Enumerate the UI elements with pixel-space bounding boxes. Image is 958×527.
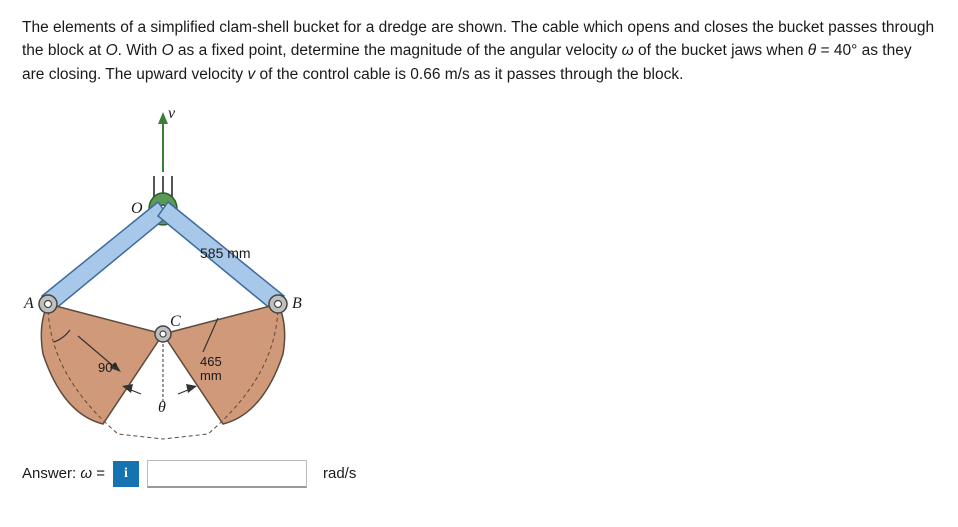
var-theta: θ: [808, 42, 816, 59]
label-465: 465: [200, 354, 222, 369]
unit-label: rad/s: [323, 465, 356, 482]
content-area: v O A: [22, 94, 936, 488]
arm-OA: [42, 202, 168, 310]
label-90: 90°: [98, 360, 118, 375]
label-O: O: [131, 200, 143, 217]
text-2b: . With: [118, 42, 162, 59]
label-585: 585 mm: [200, 245, 251, 261]
label-theta: θ: [158, 399, 166, 416]
text-2a: the block at: [22, 42, 106, 59]
info-icon[interactable]: i: [113, 461, 139, 487]
var-O2: O: [162, 42, 174, 59]
text-3b: of the control cable is 0.66 m/s as it p…: [255, 66, 683, 83]
text-2e: = 40° as they: [816, 42, 911, 59]
label-B: B: [292, 295, 302, 312]
pivot-C-inner: [160, 331, 166, 337]
answer-row: Answer: ω = i rad/s: [22, 460, 936, 488]
velocity-label: v: [168, 105, 176, 122]
text-3a: are closing. The upward velocity: [22, 66, 247, 83]
pivot-B-inner: [275, 300, 282, 307]
text-1: The elements of a simplified clam-shell …: [22, 19, 934, 36]
answer-input[interactable]: [147, 460, 307, 488]
diagram-svg: v O A: [18, 94, 318, 454]
var-O1: O: [106, 42, 118, 59]
label-A: A: [23, 295, 34, 312]
jaw-right: [163, 304, 285, 424]
text-2c: as a fixed point, determine the magnitud…: [174, 42, 622, 59]
label-465-unit: mm: [200, 368, 222, 383]
text-2d: of the bucket jaws when: [634, 42, 808, 59]
clamshell-diagram: v O A: [18, 94, 298, 454]
label-C: C: [170, 313, 181, 330]
pivot-A-inner: [45, 300, 52, 307]
var-omega: ω: [622, 42, 634, 59]
answer-label: Answer: ω =: [22, 465, 105, 482]
theta-arrowhead-right: [186, 384, 197, 393]
problem-statement: The elements of a simplified clam-shell …: [22, 16, 936, 86]
velocity-arrow-head: [158, 112, 168, 124]
